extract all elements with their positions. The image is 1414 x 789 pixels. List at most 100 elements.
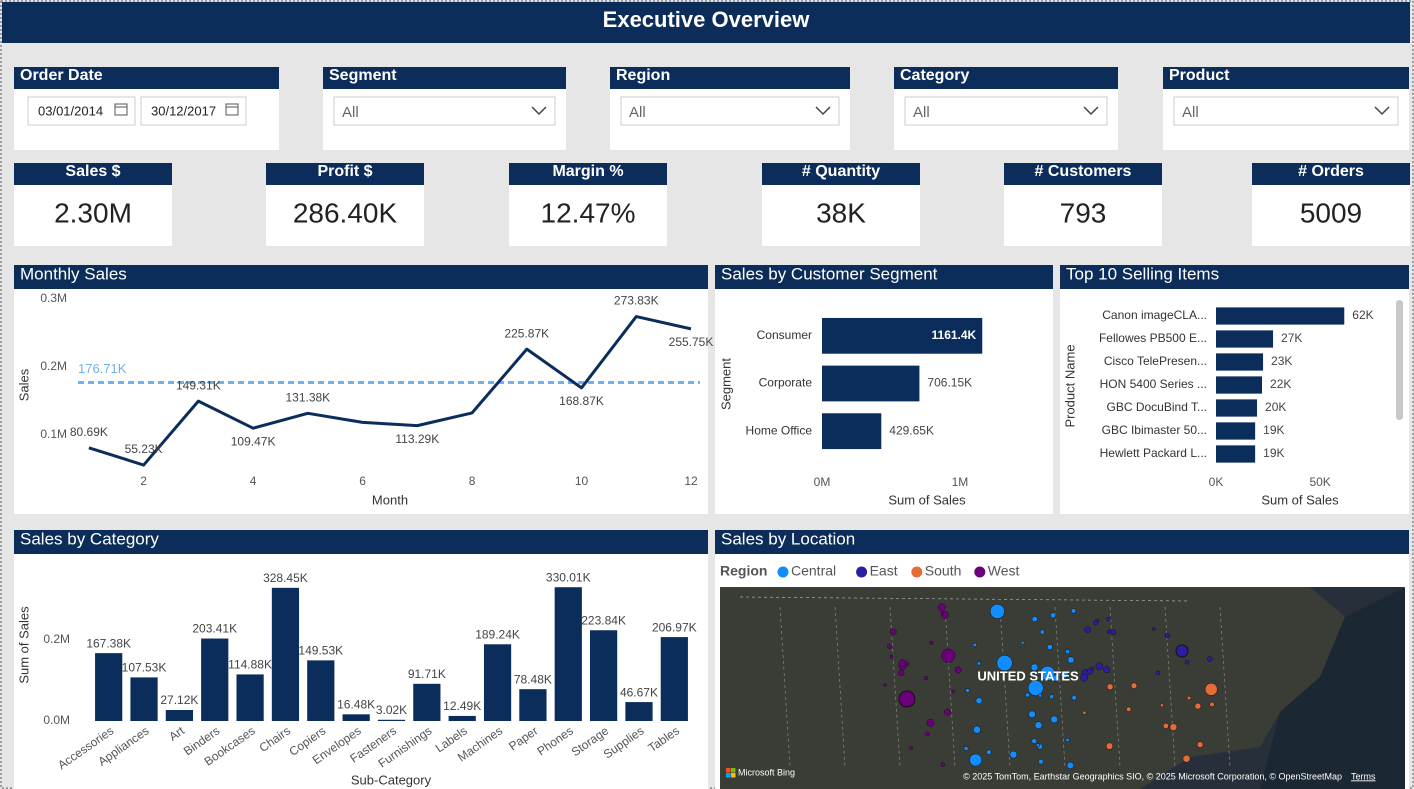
- bing-logo: [726, 773, 731, 778]
- map-point: [923, 675, 929, 681]
- map-point: [973, 725, 981, 734]
- x-tick-label: 4: [250, 474, 257, 488]
- chart-title: Monthly Sales: [20, 264, 127, 283]
- dropdown[interactable]: [1173, 96, 1399, 126]
- bar: [554, 587, 582, 721]
- map-point: [1031, 738, 1037, 744]
- data-label: 1161.4K: [932, 328, 977, 342]
- filter-header: [610, 67, 850, 89]
- category-label: Corporate: [759, 376, 813, 390]
- data-label: 46.67K: [620, 685, 658, 699]
- map-point: [937, 603, 946, 612]
- map-terms[interactable]: Terms: [1351, 771, 1376, 781]
- map-point: [1110, 629, 1117, 636]
- scrollbar[interactable]: [1396, 300, 1403, 420]
- date-input[interactable]: [27, 96, 136, 126]
- data-label: 62K: [1352, 308, 1373, 322]
- y-axis-title: Sum of Sales: [16, 606, 31, 684]
- dropdown-value: All: [913, 104, 930, 121]
- map-attribution: © 2025 TomTom, Earthstar Geographics SIO…: [963, 771, 1342, 781]
- map-place-label: UNITED STATES: [977, 668, 1079, 683]
- x-tick-label: 12: [684, 474, 698, 488]
- data-label: 22K: [1270, 377, 1291, 391]
- dropdown[interactable]: [904, 96, 1108, 126]
- data-label: 20K: [1265, 400, 1286, 414]
- dropdown-value: All: [342, 104, 359, 121]
- map-point: [1080, 673, 1089, 682]
- map-point: [1105, 742, 1114, 750]
- y-tick-label: 0.3M: [40, 291, 67, 305]
- map-point: [940, 762, 946, 767]
- x-axis-title: Sum of Sales: [1261, 492, 1339, 507]
- x-tick-label: 0K: [1209, 475, 1224, 489]
- data-label: 328.45K: [263, 571, 308, 585]
- data-label: 206.97K: [652, 620, 697, 634]
- map-point: [925, 731, 930, 737]
- dropdown-chevron: [1083, 106, 1099, 116]
- bar: [822, 317, 983, 354]
- bar: [307, 660, 335, 721]
- map-point: [889, 654, 894, 659]
- data-label: 149.53K: [298, 644, 343, 658]
- chart-title: Sales by Location: [721, 529, 855, 548]
- kpi-label: Profit $: [317, 163, 372, 180]
- date-input[interactable]: [140, 96, 247, 126]
- dropdown[interactable]: [333, 96, 556, 126]
- map-point: [1184, 659, 1190, 665]
- map-point: [940, 611, 945, 615]
- map-point: [1103, 666, 1111, 674]
- map-point: [1052, 674, 1060, 682]
- chart-title: Sales by Category: [20, 529, 159, 548]
- map-point: [1071, 608, 1077, 614]
- filter-label: Category: [900, 67, 969, 84]
- data-label: 91.71K: [408, 667, 446, 681]
- kpi-header: [1004, 163, 1162, 185]
- map-point: [898, 669, 905, 677]
- category-label: Home Office: [746, 423, 813, 437]
- date-value: 30/12/2017: [151, 103, 216, 118]
- chart-title-bar: [14, 265, 708, 289]
- map-point: [1196, 741, 1204, 748]
- y-axis-title: Segment: [718, 358, 733, 410]
- map-point: [898, 659, 907, 668]
- map-point: [1084, 626, 1091, 634]
- data-label: 16.48K: [337, 697, 375, 711]
- data-label: 80.69K: [70, 425, 108, 439]
- dropdown-chevron: [1374, 106, 1390, 116]
- map-point: [1038, 693, 1043, 698]
- map-point: [929, 640, 934, 645]
- map-point: [1066, 761, 1074, 769]
- chart-title-bar: [715, 265, 1053, 289]
- bar: [377, 719, 406, 721]
- filter-label: Product: [1169, 67, 1230, 84]
- bing-logo: [726, 768, 731, 773]
- bar: [660, 637, 688, 721]
- x-tick-label: 2: [140, 474, 147, 488]
- chart-title-bar: [1060, 265, 1409, 289]
- data-label: 189.24K: [475, 627, 520, 641]
- dropdown-chevron: [531, 106, 547, 116]
- map-point: [1046, 644, 1053, 650]
- map-point: [1106, 629, 1112, 634]
- kpi-header: [266, 163, 424, 185]
- map-point: [1040, 665, 1056, 681]
- map-point: [1209, 701, 1215, 707]
- chart-panel: [14, 265, 708, 514]
- legend-label: South: [925, 563, 962, 579]
- map-point: [954, 666, 962, 674]
- map-point: [975, 697, 983, 704]
- dropdown[interactable]: [620, 96, 840, 126]
- map-point: [887, 643, 893, 649]
- bar: [590, 630, 618, 721]
- map-point: [926, 718, 935, 727]
- map-point: [1082, 710, 1087, 715]
- bar: [413, 683, 441, 721]
- map-point: [1130, 682, 1138, 689]
- x-tick-label: 6: [359, 474, 366, 488]
- sales-line: [88, 315, 692, 467]
- y-tick-label: 0.1M: [40, 427, 67, 441]
- kpi-value: 793: [1060, 197, 1107, 228]
- map-point: [1162, 722, 1169, 729]
- kpi-label: Sales $: [65, 163, 120, 180]
